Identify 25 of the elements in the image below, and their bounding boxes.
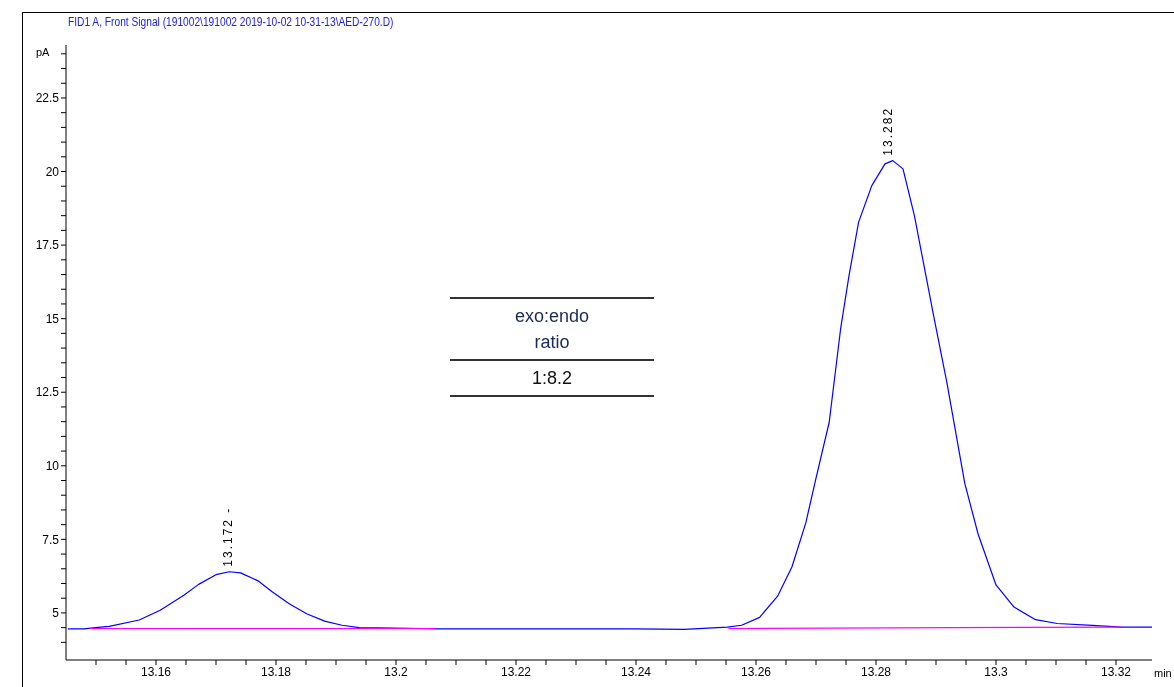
y-tick-label: 22.5	[35, 91, 60, 106]
x-axis-title: min	[1154, 667, 1172, 679]
x-tick-label: 13.26	[740, 664, 772, 679]
x-tick-label: 13.16	[140, 664, 172, 679]
x-tick-label: 13.2	[384, 664, 408, 679]
x-tick-label: 13.3	[984, 664, 1008, 679]
line-series	[67, 160, 1152, 630]
y-tick-label: 17.5	[35, 238, 60, 253]
y-tick-label: 15	[45, 311, 60, 326]
y-tick-label: 10	[45, 459, 60, 474]
annotation: 13.282	[881, 106, 895, 156]
annotation: 13.172 -	[221, 506, 235, 567]
y-tick-label: 12.5	[35, 385, 60, 400]
y-tick-label: 5	[52, 606, 60, 621]
chart-title: FID1 A, Front Signal (191002\191002 2019-10-02 10-31-13\AED-270.D)	[68, 15, 394, 29]
y-tick-label: 7.5	[42, 532, 60, 547]
x-tick-label: 13.18	[260, 664, 292, 679]
y-axis-title: pA	[36, 46, 50, 58]
x-tick-label: 13.32	[1100, 664, 1132, 679]
x-tick-label: 13.22	[500, 664, 532, 679]
x-tick-label: 13.24	[620, 664, 652, 679]
annotation: exo:endo ratio	[513, 305, 591, 354]
y-tick-label: 20	[45, 164, 60, 179]
annotation: 1:8.2	[530, 367, 573, 390]
x-tick-label: 13.28	[860, 664, 892, 679]
